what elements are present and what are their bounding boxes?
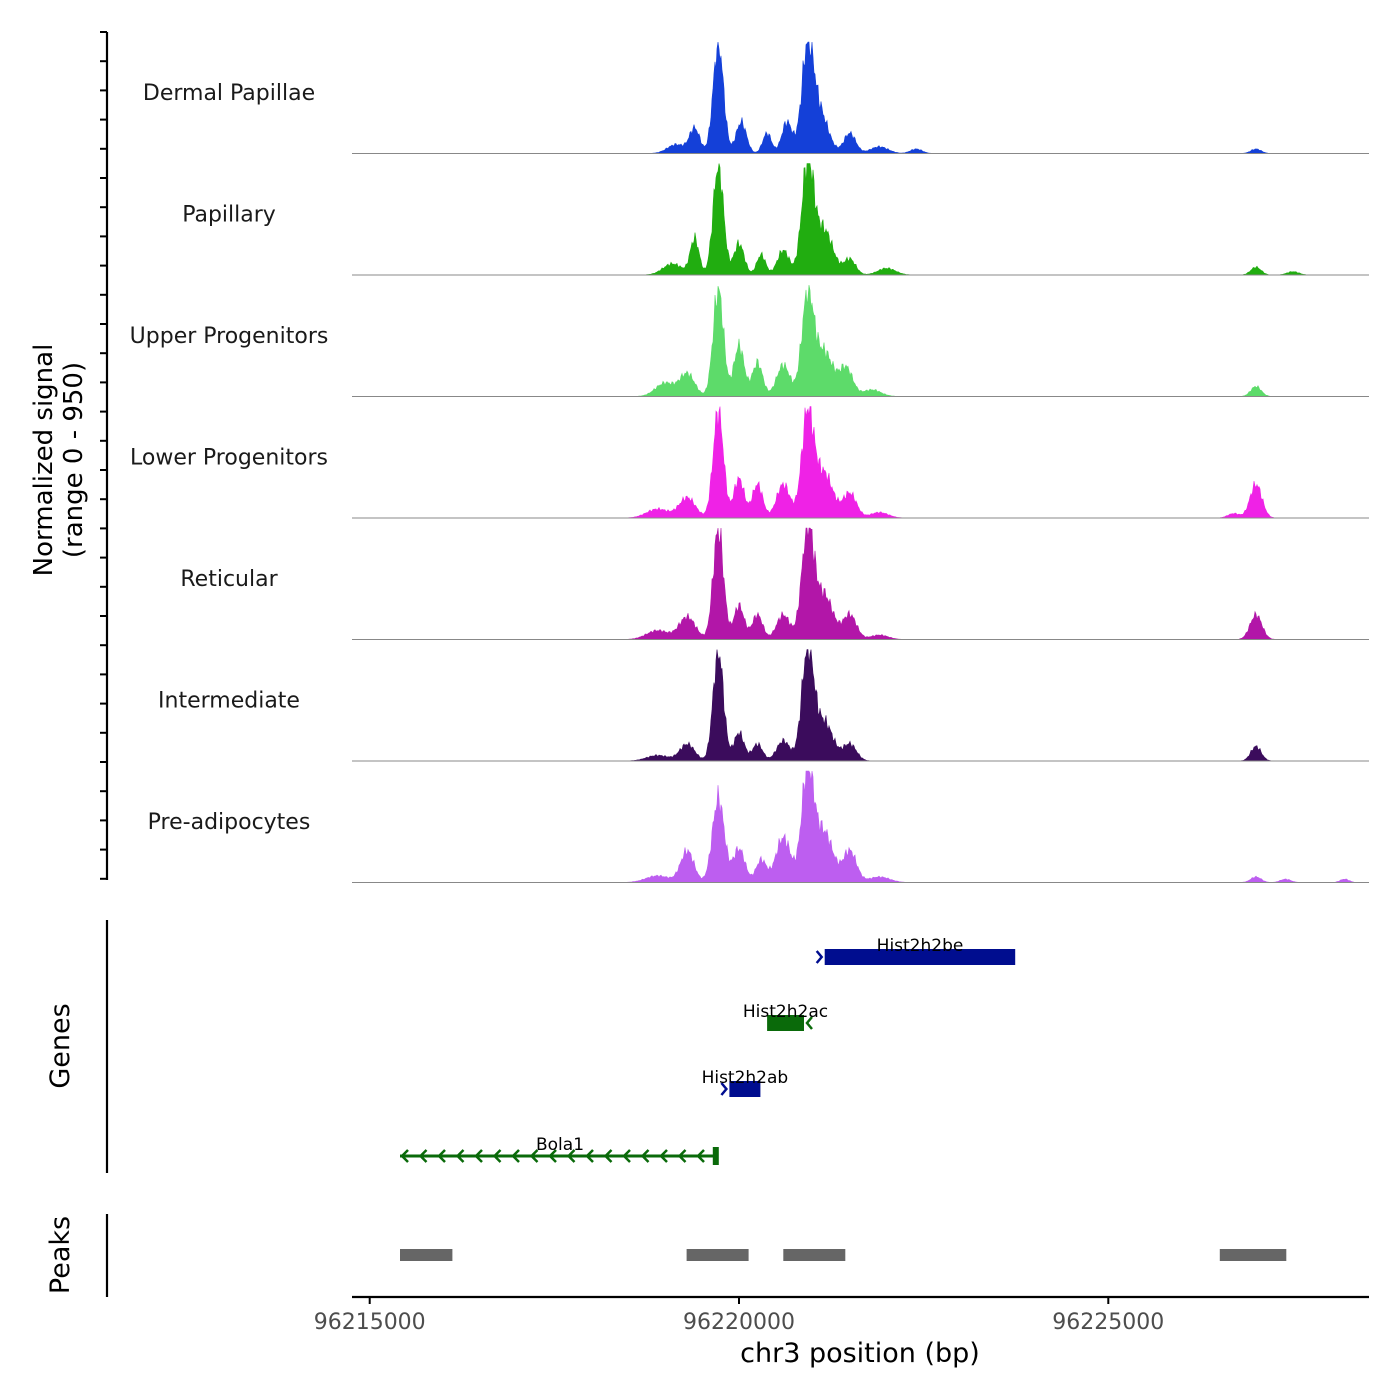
track-signal-area: [352, 649, 1369, 762]
gene-exon: [712, 1147, 719, 1165]
x-tick-label: 96220000: [683, 1310, 795, 1335]
gene-hist2h2ac: Hist2h2ac: [743, 1002, 828, 1031]
strand-arrow: [437, 1149, 446, 1163]
track-label: Intermediate: [158, 689, 300, 714]
gene-label: Bola1: [536, 1135, 584, 1155]
track-label: Pre-adipocytes: [148, 810, 311, 835]
x-tick-label: 96215000: [314, 1310, 426, 1335]
track-papillary: Papillary: [182, 163, 1369, 276]
track-signal-area: [352, 41, 1369, 154]
strand-arrow: [474, 1149, 483, 1163]
strand-arrow: [603, 1149, 613, 1163]
strand-arrow: [815, 950, 824, 964]
peak-region: [686, 1249, 749, 1261]
strand-arrow: [529, 1149, 539, 1163]
peaks-panel-label: Peaks: [45, 1216, 76, 1294]
gene-body: [767, 1015, 804, 1031]
gene-label: Hist2h2be: [877, 936, 964, 956]
track-upper-progenitors: Upper Progenitors: [130, 284, 1369, 397]
gene-hist2h2ab: Hist2h2ab: [702, 1068, 789, 1097]
track-signal-area: [352, 770, 1369, 883]
x-axis-title: chr3 position (bp): [740, 1338, 980, 1369]
gene-body: [729, 1081, 761, 1097]
coverage-y-axis-ticks: [100, 31, 107, 880]
gene-label: Hist2h2ac: [743, 1002, 828, 1022]
peak-region: [783, 1249, 846, 1261]
track-reticular: Reticular: [180, 527, 1369, 640]
gene-annotations: Hist2h2be Hist2h2ac Hist2h2ab Bola1: [400, 936, 1016, 1165]
track-dermal-papillae: Dermal Papillae: [143, 41, 1369, 154]
gene-body: [824, 949, 1016, 965]
strand-arrow: [400, 1149, 409, 1163]
y-axis-title: Normalized signal: [29, 344, 59, 577]
strand-arrow: [566, 1149, 576, 1163]
track-signal-area: [352, 163, 1369, 276]
strand-arrow: [548, 1149, 557, 1163]
peak-regions: [400, 1249, 1287, 1261]
x-tick-label: 96225000: [1052, 1310, 1164, 1335]
strand-arrow: [455, 1149, 465, 1163]
track-signal-area: [352, 527, 1369, 640]
strand-arrow: [696, 1149, 705, 1163]
track-label: Papillary: [182, 203, 276, 228]
strand-arrow: [418, 1149, 428, 1163]
track-lower-progenitors: Lower Progenitors: [130, 406, 1369, 519]
strand-arrow: [720, 1082, 729, 1096]
track-label: Dermal Papillae: [143, 81, 315, 106]
peak-region: [1219, 1249, 1287, 1261]
strand-arrow: [511, 1149, 520, 1163]
y-axis-range-label: (range 0 - 950): [59, 362, 89, 558]
strand-arrow: [640, 1149, 650, 1163]
strand-arrow: [492, 1149, 502, 1163]
track-pre-adipocytes: Pre-adipocytes: [148, 770, 1369, 883]
strand-arrow: [677, 1149, 687, 1163]
track-label: Upper Progenitors: [130, 324, 329, 349]
strand-arrow: [622, 1149, 631, 1163]
coverage-tracks: Dermal Papillae Papillary Upper Progenitor…: [130, 41, 1369, 883]
peak-region: [400, 1249, 453, 1261]
genes-panel-label: Genes: [45, 1003, 76, 1088]
track-intermediate: Intermediate: [158, 649, 1369, 762]
strand-arrow: [585, 1149, 594, 1163]
strand-arrow: [659, 1149, 668, 1163]
strand-arrow: [805, 1016, 813, 1030]
gene-bola1: Bola1: [400, 1135, 719, 1165]
track-signal-area: [352, 406, 1369, 519]
gene-hist2h2be: Hist2h2be: [815, 936, 1016, 965]
track-label: Lower Progenitors: [130, 446, 328, 471]
track-label: Reticular: [180, 567, 278, 592]
x-axis-ticks: 96215000 96220000 96225000: [314, 1297, 1164, 1335]
gene-label: Hist2h2ab: [702, 1068, 789, 1088]
track-signal-area: [352, 284, 1369, 397]
